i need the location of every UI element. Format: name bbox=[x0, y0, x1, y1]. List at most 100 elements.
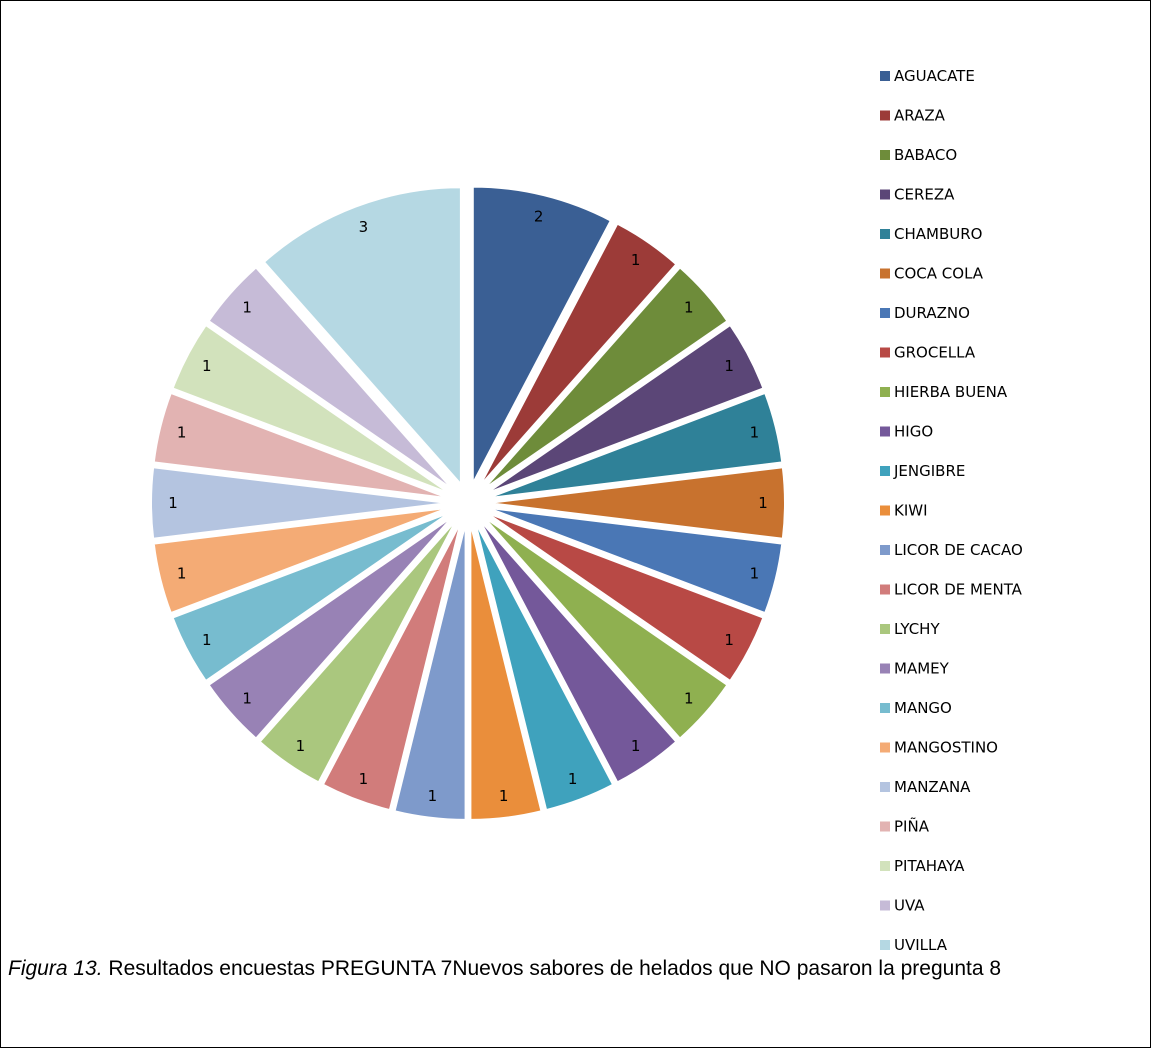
legend-item-coca-cola: COCA COLA bbox=[880, 265, 984, 283]
pie-slice-chamburo bbox=[487, 391, 784, 500]
legend-item-higo: HIGO bbox=[880, 423, 933, 441]
legend-swatch bbox=[880, 900, 890, 911]
pie-slice-jengibre bbox=[474, 521, 615, 812]
legend-label: LICOR DE MENTA bbox=[894, 581, 1023, 599]
legend-swatch bbox=[880, 584, 890, 595]
pie-slice-mangostino bbox=[152, 506, 449, 615]
legend-item-jengibre: JENGIBRE bbox=[880, 462, 965, 480]
pie-slice-licor-de-cacao bbox=[393, 522, 467, 821]
legend-swatch bbox=[880, 663, 890, 674]
legend-swatch bbox=[880, 821, 890, 832]
legend-label: MAMEY bbox=[894, 660, 950, 678]
legend-item-kiwi: KIWI bbox=[880, 502, 928, 520]
legend-swatch bbox=[880, 150, 890, 160]
legend-label: COCA COLA bbox=[894, 265, 984, 283]
pie-slice-aguacate bbox=[471, 185, 613, 485]
pie-slice-higo bbox=[478, 518, 678, 784]
legend-swatch bbox=[880, 545, 890, 555]
legend-item-cereza: CEREZA bbox=[880, 186, 955, 204]
legend-label: AGUACATE bbox=[894, 67, 975, 85]
data-label-manzana: 1 bbox=[168, 494, 178, 512]
legend-swatch bbox=[880, 861, 890, 871]
data-label-araza: 1 bbox=[631, 251, 641, 269]
legend-label: LICOR DE CACAO bbox=[894, 541, 1023, 559]
pie-slice-grocella bbox=[485, 511, 765, 683]
legend-label: ARAZA bbox=[894, 107, 946, 125]
legend-label: JENGIBRE bbox=[893, 462, 965, 480]
legend-swatch bbox=[880, 308, 890, 318]
data-label-grocella: 1 bbox=[724, 631, 734, 649]
legend-label: LYCHY bbox=[894, 620, 940, 638]
pie-slice-licor-de-menta bbox=[321, 521, 462, 812]
legend-swatch bbox=[880, 742, 890, 753]
data-label-babaco: 1 bbox=[684, 298, 694, 316]
legend-label: PIÑA bbox=[894, 817, 930, 836]
legend-item-manzana: MANZANA bbox=[880, 778, 971, 796]
legend-label: HIGO bbox=[894, 423, 933, 441]
legend-item-uva: UVA bbox=[880, 897, 925, 915]
caption-figure-label: Figura 13. bbox=[8, 957, 103, 980]
pie-slice-babaco bbox=[482, 266, 729, 491]
legend-label: GROCELLA bbox=[894, 344, 976, 362]
pie-slice-coca-cola bbox=[487, 466, 786, 540]
data-label-coca-cola: 1 bbox=[758, 494, 768, 512]
legend-swatch bbox=[880, 387, 890, 397]
legend-swatch bbox=[880, 703, 890, 713]
pie-slice-araza bbox=[478, 222, 678, 488]
pie-slices bbox=[150, 185, 786, 821]
legend-swatch bbox=[880, 189, 890, 200]
legend-item-pitahaya: PITAHAYA bbox=[880, 857, 965, 875]
figure-caption: Figura 13. Resultados encuestas PREGUNTA… bbox=[8, 950, 1143, 988]
legend-swatch bbox=[880, 229, 890, 239]
legend-item-licor-de-cacao: LICOR DE CACAO bbox=[880, 541, 1023, 559]
legend-swatch bbox=[880, 268, 890, 279]
legend-item-grocella: GROCELLA bbox=[880, 344, 976, 362]
legend-swatch bbox=[880, 110, 890, 121]
legend-swatch bbox=[880, 782, 890, 792]
data-label-mango: 1 bbox=[202, 631, 212, 649]
legend-label: BABACO bbox=[894, 146, 957, 164]
legend-label: MANGO bbox=[894, 699, 952, 717]
data-label-kiwi: 1 bbox=[499, 787, 509, 805]
data-label-higo: 1 bbox=[631, 737, 641, 755]
legend-label: CHAMBURO bbox=[894, 225, 982, 243]
data-label-cereza: 1 bbox=[724, 357, 734, 375]
legend-label: UVILLA bbox=[894, 936, 948, 950]
data-label-jengibre: 1 bbox=[568, 770, 578, 788]
legend-item-lychy: LYCHY bbox=[880, 620, 940, 638]
legend-item-durazno: DURAZNO bbox=[880, 304, 970, 322]
legend-swatch bbox=[880, 347, 890, 358]
legend-label: KIWI bbox=[894, 502, 928, 520]
legend-item-licor-de-menta: LICOR DE MENTA bbox=[880, 581, 1023, 599]
legend-label: MANGOSTINO bbox=[894, 739, 998, 757]
legend-item-pina: PIÑA bbox=[880, 817, 930, 836]
legend-item-mangostino: MANGOSTINO bbox=[880, 739, 998, 757]
legend: AGUACATE ARAZA BABACO CEREZA CHAMBURO COCA CO… bbox=[880, 67, 1023, 950]
legend-swatch bbox=[880, 466, 890, 476]
legend-swatch bbox=[880, 940, 890, 950]
legend-label: DURAZNO bbox=[894, 304, 970, 322]
legend-label: MANZANA bbox=[894, 778, 971, 796]
legend-item-araza: ARAZA bbox=[880, 107, 946, 125]
pie-slice-cereza bbox=[485, 323, 765, 495]
pie-slice-kiwi bbox=[469, 522, 543, 821]
legend-swatch bbox=[880, 505, 890, 516]
pie-data-labels: 2 1 1 1 1 1 1 1 1 1 1 1 1 1 1 1 1 1 1 1 1 1 3 bbox=[168, 208, 768, 805]
pie-slice-mamey bbox=[207, 515, 454, 740]
legend-item-mamey: MAMEY bbox=[880, 660, 950, 678]
data-label-licor-de-cacao: 1 bbox=[428, 787, 438, 805]
data-label-pina: 1 bbox=[177, 423, 187, 441]
pie-slice-uvilla bbox=[262, 186, 462, 487]
legend-label: PITAHAYA bbox=[894, 857, 965, 875]
pie-slice-durazno bbox=[487, 506, 784, 615]
pie-slice-pina bbox=[152, 391, 449, 500]
data-label-hierba-buena: 1 bbox=[684, 690, 694, 708]
legend-item-babaco: BABACO bbox=[880, 146, 957, 164]
data-label-pitahaya: 1 bbox=[202, 357, 212, 375]
data-label-aguacate: 2 bbox=[534, 208, 544, 226]
legend-swatch bbox=[880, 426, 890, 437]
pie-slice-hierba-buena bbox=[482, 515, 729, 740]
data-label-mangostino: 1 bbox=[177, 565, 187, 583]
legend-item-mango: MANGO bbox=[880, 699, 952, 717]
pie-slice-manzana bbox=[150, 466, 449, 540]
